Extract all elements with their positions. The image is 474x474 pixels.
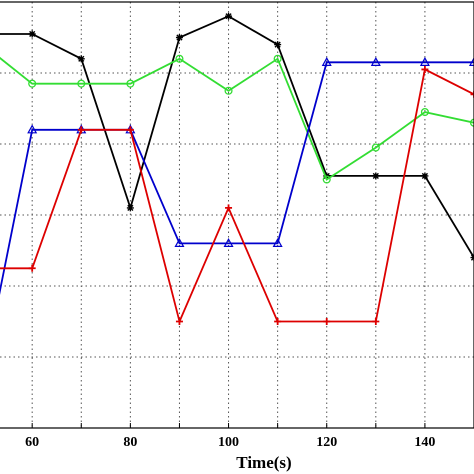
data-point xyxy=(28,30,36,38)
data-point xyxy=(274,41,282,49)
data-point xyxy=(126,79,135,88)
data-point xyxy=(126,126,134,134)
data-point xyxy=(77,55,85,63)
data-point xyxy=(420,108,429,117)
series-3 xyxy=(0,56,474,296)
x-tick-label: 100 xyxy=(218,435,239,450)
grid xyxy=(0,2,474,428)
series-line xyxy=(0,61,474,296)
data-point xyxy=(225,204,233,212)
series-4 xyxy=(0,65,474,325)
data-point xyxy=(421,65,429,73)
data-point xyxy=(175,34,183,41)
data-point xyxy=(223,237,234,247)
data-point xyxy=(372,172,380,180)
data-point xyxy=(225,12,233,20)
data-point xyxy=(371,143,380,152)
data-point xyxy=(372,318,380,325)
x-axis: 60 80 100 120 140 xyxy=(25,423,435,450)
data-point xyxy=(77,79,86,88)
data-point xyxy=(77,126,85,134)
data-point xyxy=(419,56,430,66)
data-point xyxy=(28,264,36,272)
plot-frame xyxy=(0,1,474,429)
data-point xyxy=(175,54,184,63)
series-line xyxy=(0,56,474,181)
data-point xyxy=(175,318,183,325)
x-tick-label: 140 xyxy=(414,435,435,450)
data-point xyxy=(370,56,381,66)
x-tick-label: 60 xyxy=(25,435,39,450)
series-line xyxy=(0,68,474,325)
x-axis-title: Time(s) xyxy=(236,453,291,472)
data-point xyxy=(468,56,474,66)
data-point xyxy=(322,175,331,184)
data-point xyxy=(28,79,37,88)
x-tick-label: 120 xyxy=(316,435,337,450)
data-point xyxy=(27,124,38,134)
series-line xyxy=(0,15,474,259)
series-1 xyxy=(0,12,474,262)
data-point xyxy=(174,237,185,247)
series-2 xyxy=(0,54,474,184)
data-point xyxy=(421,172,429,180)
data-point xyxy=(224,86,233,95)
data-point xyxy=(272,237,283,247)
data-point xyxy=(321,56,332,66)
x-tick-label: 80 xyxy=(123,435,137,450)
data-point xyxy=(469,118,474,127)
data-point xyxy=(126,204,134,212)
data-point xyxy=(470,90,474,98)
series-layer xyxy=(0,12,474,325)
data-point xyxy=(323,318,331,325)
data-point xyxy=(274,318,282,325)
data-point xyxy=(273,54,282,63)
